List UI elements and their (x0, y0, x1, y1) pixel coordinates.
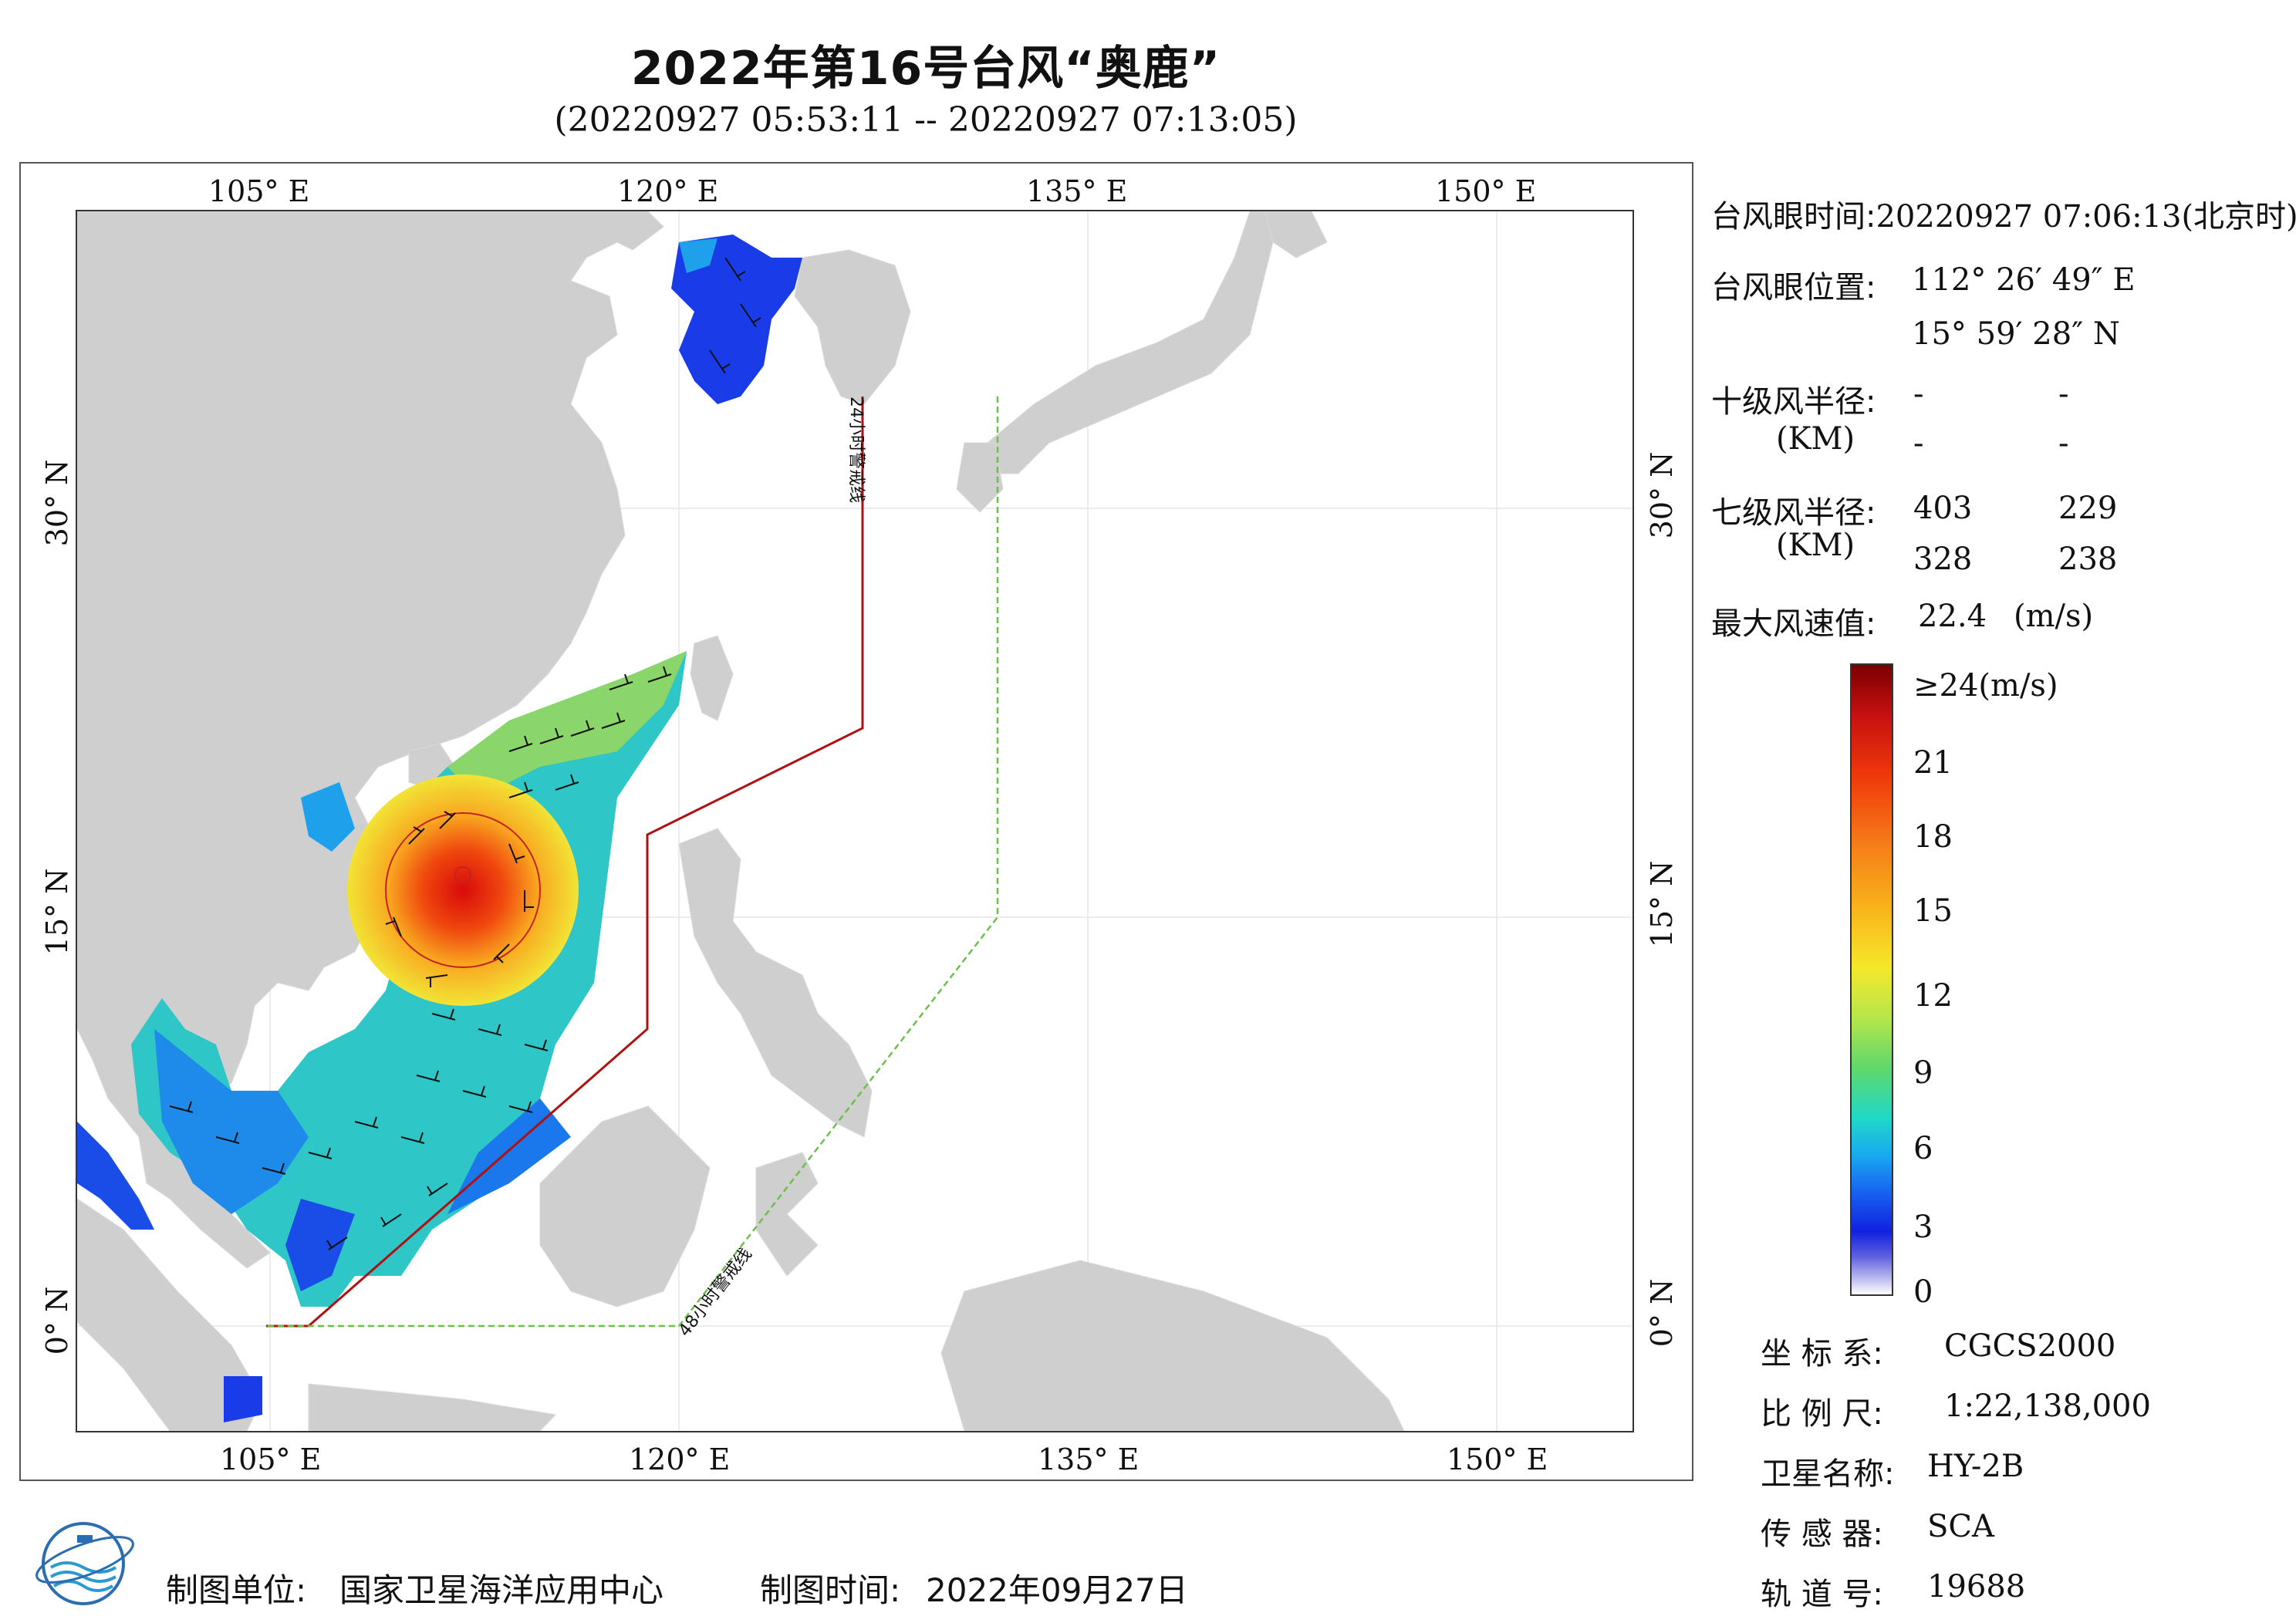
orbit-label: 轨 道 号: (1761, 1577, 1883, 1612)
wind-swath-malacca (77, 1122, 154, 1230)
lon-tick-top-135: 135° E (1026, 174, 1128, 208)
page-subtitle: (20220927 05:53:11 -- 20220927 07:13:05) (554, 100, 1298, 140)
typhoon-wind-circle (385, 812, 541, 968)
land (77, 211, 1405, 1431)
map-frame (19, 162, 1693, 1481)
eye-lat-value: 15° 59′ 28″ N (1912, 316, 2120, 352)
lat-tick-left-30: 30° N (40, 459, 74, 547)
land-sulawesi (755, 1152, 819, 1277)
r10-km-label: (KM) (1776, 421, 1855, 457)
lat-tick-right-15: 15° N (1645, 860, 1679, 948)
lon-tick-top-105: 105° E (208, 174, 310, 208)
typhoon-eye (454, 866, 471, 883)
r7-value-3: 328 (1913, 542, 1973, 577)
wind-speed-colorbar (1850, 663, 1893, 1296)
r7-label: 七级风半径: (1711, 495, 1876, 531)
lon-tick-top-150: 150° E (1435, 174, 1537, 208)
colorbar-label-21: 21 (1913, 745, 1953, 781)
eye-time-value: 20220927 07:06:13(北京时) (1876, 199, 2296, 235)
r7-value-2: 229 (2058, 491, 2118, 526)
orbit-value: 19688 (1927, 1569, 2026, 1604)
lon-tick-bottom-150: 150° E (1447, 1442, 1548, 1476)
colorbar-label-24: ≥24(m/s) (1913, 668, 2058, 704)
lat-tick-left-15: 15° N (40, 868, 74, 956)
nsoas-logo (31, 1513, 139, 1614)
colorbar-label-3: 3 (1913, 1210, 1933, 1245)
lat-tick-right-30: 30° N (1645, 451, 1679, 539)
date-label: 制图时间: (760, 1571, 901, 1609)
eye-time-label: 台风眼时间: (1711, 199, 1876, 235)
crs-value: CGCS2000 (1944, 1328, 2116, 1364)
lon-tick-top-120: 120° E (617, 174, 719, 208)
wind-field-map: 24小时警戒线 48小时警戒线 (77, 211, 1633, 1431)
lon-tick-bottom-135: 135° E (1038, 1442, 1140, 1476)
satellite-label: 卫星名称: (1761, 1456, 1895, 1492)
producer-label: 制图单位: (166, 1571, 307, 1609)
lat-tick-left-0: 0° N (40, 1286, 74, 1355)
date-value: 2022年09月27日 (926, 1571, 1188, 1609)
wind-field (77, 235, 802, 1422)
land-new-guinea (940, 1260, 1405, 1431)
wind-swath-yellow-sea (671, 235, 802, 404)
crs-label: 坐 标 系: (1761, 1336, 1883, 1372)
eye-time-row: 台风眼时间:20220927 07:06:13(北京时) (1711, 191, 2296, 236)
max-wind-value: 22.4 (1918, 599, 1987, 634)
typhoon-core-wind (347, 774, 579, 1006)
r7-value-1: 403 (1913, 491, 1973, 526)
lon-tick-bottom-105: 105° E (220, 1442, 322, 1476)
colorbar-label-9: 9 (1913, 1055, 1933, 1091)
eye-lon-value: 112° 26′ 49″ E (1912, 262, 2136, 298)
r10-value-1: - (1913, 376, 1924, 412)
colorbar-label-0: 0 (1913, 1274, 1933, 1310)
page-title: 2022年第16号台风“奥鹿” (630, 42, 1221, 96)
land-korea (794, 249, 911, 405)
sensor-label: 传 感 器: (1761, 1517, 1883, 1552)
land-borneo (539, 1105, 711, 1308)
r10-value-4: - (2058, 426, 2069, 461)
colorbar-label-12: 12 (1913, 978, 1953, 1014)
land-taiwan (690, 635, 734, 721)
sensor-value: SCA (1927, 1509, 1994, 1544)
warning-line-24h-label: 24小时警戒线 (846, 396, 866, 503)
land-java (308, 1383, 557, 1431)
r10-value-2: - (2058, 376, 2069, 412)
satellite-value: HY-2B (1927, 1449, 2024, 1484)
land-japan-honshu (987, 211, 1281, 474)
eye-pos-label: 台风眼位置: (1711, 270, 1876, 305)
warning-line-48h (266, 396, 999, 1328)
scale-value: 1:22,138,000 (1944, 1388, 2151, 1424)
r7-value-4: 238 (2058, 542, 2118, 577)
r7-km-label: (KM) (1776, 528, 1855, 563)
max-wind-unit: (m/s) (2014, 599, 2094, 634)
land-japan-hokkaido (1264, 211, 1328, 258)
scale-label: 比 例 尺: (1761, 1396, 1883, 1432)
lat-tick-right-0: 0° N (1645, 1278, 1679, 1348)
globe-icon (35, 1522, 134, 1605)
r10-label: 十级风半径: (1711, 384, 1876, 420)
land-japan-kyushu (956, 442, 1004, 513)
map-area[interactable]: 24小时警戒线 48小时警戒线 (76, 210, 1634, 1432)
producer-value: 国家卫星海洋应用中心 (339, 1571, 664, 1609)
max-wind-label: 最大风速值: (1711, 606, 1876, 642)
colorbar-label-18: 18 (1913, 819, 1953, 855)
land-philippines (678, 828, 873, 1138)
colorbar-label-6: 6 (1913, 1131, 1933, 1166)
wind-barbs (169, 257, 761, 1250)
lon-tick-bottom-120: 120° E (629, 1442, 731, 1476)
r10-value-3: - (1913, 426, 1924, 461)
colorbar-label-15: 15 (1913, 893, 1953, 929)
